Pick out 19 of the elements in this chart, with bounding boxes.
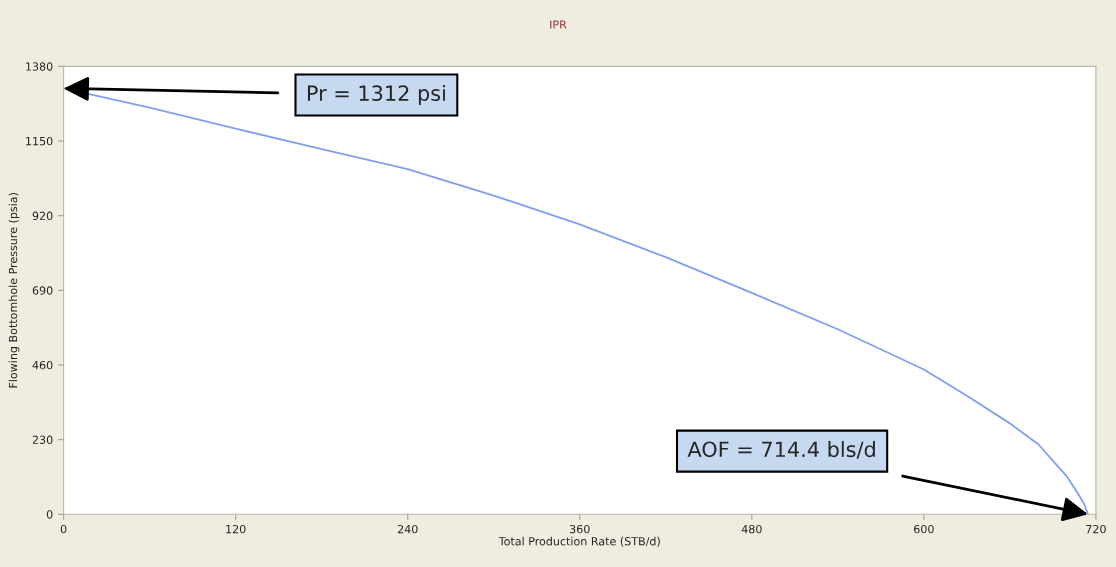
y-tick-label: 230 bbox=[32, 435, 53, 444]
y-tick-label: 1150 bbox=[26, 136, 53, 146]
x-tick-label: 600 bbox=[914, 524, 934, 534]
chart-title: IPR bbox=[550, 20, 567, 29]
annotation: Pr = 1312 psi bbox=[307, 84, 445, 106]
x-tick-label: 120 bbox=[226, 524, 246, 534]
annotation: AOF = 714.4 bls/d bbox=[687, 441, 875, 459]
x-tick-label: 0 bbox=[60, 524, 67, 534]
y-axis-title: Flowing Bottomhole Pressure (psia) bbox=[8, 193, 20, 388]
y-tick-label: 920 bbox=[32, 211, 53, 221]
y-tick-label: 1380 bbox=[26, 62, 53, 71]
y-tick-label: 0 bbox=[46, 510, 53, 519]
x-tick-label: 240 bbox=[397, 524, 418, 534]
x-tick-label: 360 bbox=[570, 524, 590, 534]
x-tick-label: 720 bbox=[1086, 524, 1106, 534]
y-tick-label: 460 bbox=[32, 360, 53, 370]
y-tick-label: 690 bbox=[32, 286, 53, 295]
x-axis-title: Total Production Rate (STB/d) bbox=[498, 536, 660, 547]
x-tick-label: 480 bbox=[741, 524, 762, 534]
